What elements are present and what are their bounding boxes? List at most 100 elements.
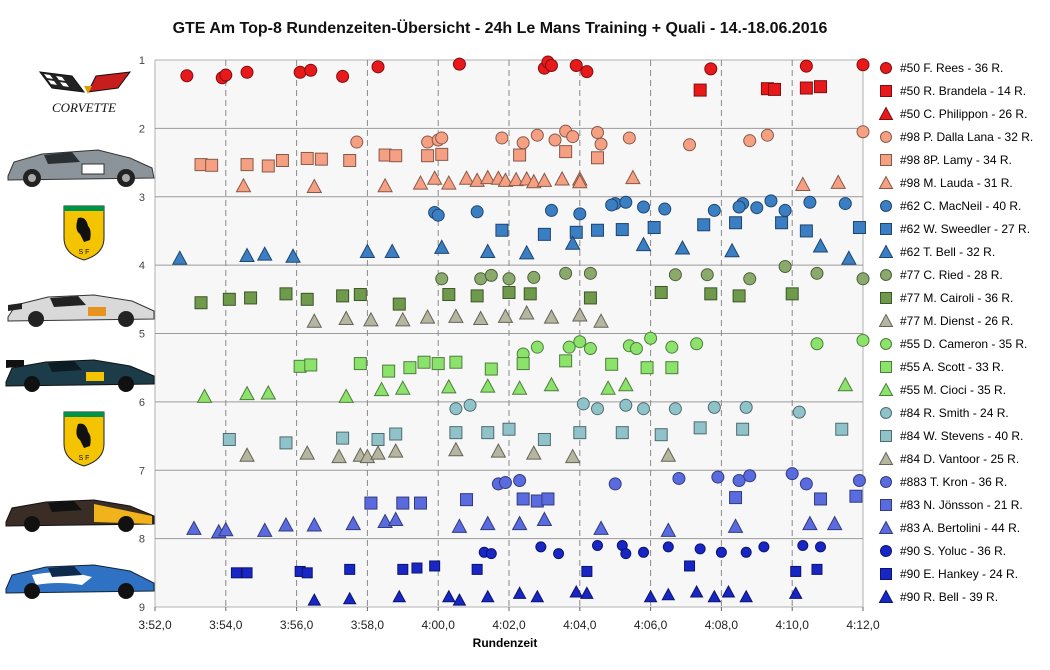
data-point bbox=[256, 246, 273, 261]
data-point bbox=[637, 200, 651, 214]
data-point bbox=[852, 474, 866, 488]
corvette-wordmark: CORVETTE bbox=[52, 100, 116, 115]
data-point bbox=[180, 69, 194, 83]
y-tick-label: 7 bbox=[139, 465, 145, 477]
data-point bbox=[344, 563, 356, 575]
data-point bbox=[371, 432, 385, 446]
legend-label: #83 N. Jönsson - 21 R. bbox=[900, 498, 1023, 512]
data-point bbox=[373, 381, 390, 397]
data-point bbox=[658, 202, 672, 216]
data-point bbox=[580, 586, 594, 599]
series-13 bbox=[293, 354, 679, 378]
data-point bbox=[481, 426, 495, 440]
data-point bbox=[479, 515, 496, 531]
data-point bbox=[497, 172, 514, 187]
legend-label: #55 A. Scott - 33 R. bbox=[900, 360, 1005, 374]
legend-marker bbox=[880, 62, 892, 74]
data-point bbox=[431, 208, 445, 222]
data-point bbox=[629, 342, 643, 356]
data-point bbox=[537, 432, 551, 446]
data-point bbox=[392, 297, 406, 311]
legend-marker bbox=[878, 313, 894, 327]
data-point bbox=[186, 520, 202, 535]
data-point bbox=[643, 589, 658, 603]
legend-marker-shape bbox=[880, 292, 892, 304]
data-point bbox=[830, 174, 847, 189]
legend-marker bbox=[880, 292, 892, 304]
data-point bbox=[553, 548, 565, 560]
data-point bbox=[511, 380, 528, 395]
x-tick-label: 4:10,0 bbox=[776, 618, 810, 632]
car-image-77-porsche bbox=[2, 285, 158, 334]
legend-marker-shape bbox=[878, 451, 894, 465]
data-point bbox=[736, 422, 750, 436]
legend-item: #98 P. Dalla Lana - 32 R. bbox=[878, 127, 1033, 147]
data-point bbox=[732, 474, 746, 488]
data-point bbox=[239, 447, 255, 462]
data-point bbox=[338, 310, 354, 325]
data-point bbox=[260, 384, 277, 400]
legend-label: #98 P. Dalla Lana - 32 R. bbox=[900, 130, 1034, 144]
data-point bbox=[442, 288, 456, 302]
legend-label: #62 T. Bell - 32 R. bbox=[900, 245, 996, 259]
data-point bbox=[544, 58, 558, 72]
legend-item: #55 M. Cioci - 35 R. bbox=[878, 380, 1006, 400]
series-3 bbox=[350, 124, 870, 152]
data-point bbox=[683, 138, 697, 152]
data-point bbox=[729, 491, 743, 505]
data-point bbox=[625, 169, 641, 185]
data-point bbox=[240, 65, 254, 79]
y-tick-label: 4 bbox=[139, 260, 145, 272]
data-point bbox=[617, 376, 634, 392]
y-tick-label: 1 bbox=[139, 55, 145, 67]
legend-label: #50 R. Brandela - 14 R. bbox=[900, 84, 1027, 98]
data-point bbox=[470, 289, 484, 303]
data-point bbox=[331, 448, 347, 464]
data-point bbox=[619, 195, 633, 209]
data-point bbox=[285, 248, 301, 263]
data-point bbox=[660, 447, 677, 462]
data-point bbox=[591, 151, 604, 165]
data-point bbox=[619, 398, 633, 412]
data-point bbox=[803, 195, 817, 209]
legend-label: #90 R. Bell - 39 R. bbox=[900, 590, 999, 604]
data-point bbox=[704, 287, 718, 301]
data-point bbox=[849, 489, 863, 503]
data-point bbox=[576, 397, 590, 411]
data-point bbox=[239, 247, 255, 263]
data-point bbox=[758, 541, 770, 553]
x-axis-label: Rundenzeit bbox=[472, 636, 538, 650]
data-point bbox=[815, 541, 827, 553]
legend-marker bbox=[880, 407, 892, 419]
series-10 bbox=[194, 285, 799, 311]
data-point bbox=[732, 289, 746, 303]
data-point bbox=[583, 342, 597, 356]
data-point bbox=[838, 197, 852, 211]
series-23 bbox=[307, 584, 803, 606]
legend-label: #62 C. MacNeil - 40 R. bbox=[900, 199, 1022, 213]
legend-label: #84 D. Vantoor - 25 R. bbox=[900, 452, 1020, 466]
legend-item: #84 D. Vantoor - 25 R. bbox=[878, 449, 1019, 469]
data-point bbox=[620, 548, 632, 560]
data-point bbox=[605, 198, 619, 212]
legend-item: #50 R. Brandela - 14 R. bbox=[878, 81, 1026, 101]
legend-marker bbox=[880, 430, 892, 442]
data-point bbox=[707, 589, 722, 603]
data-point bbox=[371, 60, 385, 74]
legend-label: #77 C. Ried - 28 R. bbox=[900, 268, 1003, 282]
data-point bbox=[841, 250, 857, 265]
data-point bbox=[535, 541, 547, 553]
data-point bbox=[724, 242, 740, 258]
data-point bbox=[342, 591, 357, 605]
data-point bbox=[583, 266, 597, 280]
legend-marker-shape bbox=[880, 131, 892, 143]
data-point bbox=[306, 178, 323, 193]
data-point bbox=[387, 443, 404, 458]
legend-item: #62 C. MacNeil - 40 R. bbox=[878, 196, 1021, 216]
data-point bbox=[353, 288, 367, 302]
legend-marker-shape bbox=[878, 382, 894, 396]
data-point bbox=[711, 470, 725, 484]
data-point bbox=[826, 515, 843, 531]
legend-marker bbox=[880, 361, 892, 373]
data-point bbox=[336, 289, 350, 303]
